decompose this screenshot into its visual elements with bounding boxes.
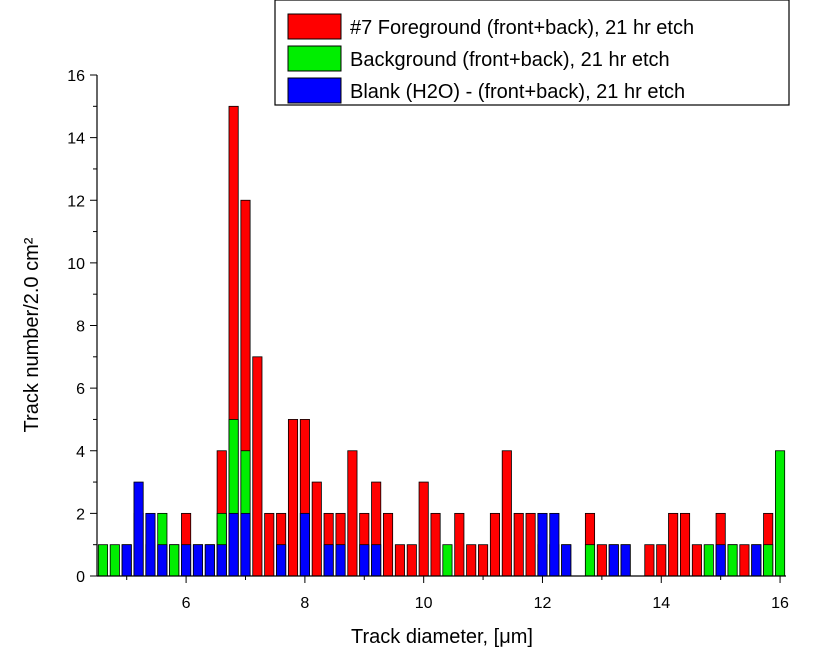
bar-series-2 [323, 544, 334, 577]
bar-series-2 [335, 544, 346, 577]
bar-series-0 [264, 512, 275, 577]
bar-series-0 [525, 512, 536, 577]
bar-series-0 [454, 512, 465, 577]
bar-series-0 [644, 544, 655, 577]
bar-series-1 [727, 544, 738, 577]
bar-series-0 [668, 512, 679, 577]
legend-label-2: Blank (H2O) - (front+back), 21 hr etch [350, 81, 685, 103]
bar-series-2 [359, 544, 370, 577]
bar-series-2 [549, 512, 560, 577]
bar-series-2 [157, 544, 168, 577]
legend: #7 Foreground (front+back), 21 hr etch Ba… [274, 0, 790, 106]
y-tick-label: 4 [76, 444, 85, 461]
bar-series-2 [561, 544, 572, 577]
bar-series-1 [775, 450, 786, 577]
bar-series-2 [228, 512, 239, 577]
bar-series-0 [501, 450, 512, 577]
x-tick-label: 12 [534, 595, 552, 612]
y-tick-label: 8 [76, 319, 85, 336]
bar-series-2 [240, 512, 251, 577]
bar-series-0 [679, 512, 691, 577]
bar-series-2 [216, 544, 227, 577]
bar-series-2 [371, 544, 382, 577]
bar-series-0 [394, 544, 405, 577]
legend-swatch-1 [287, 45, 342, 72]
bar-series-2 [121, 544, 132, 577]
legend-label-1: Background (front+back), 21 hr etch [350, 49, 670, 71]
x-tick-label: 14 [652, 595, 670, 612]
y-tick-label: 10 [67, 256, 85, 273]
bar-series-1 [763, 544, 774, 577]
bar-series-2 [299, 512, 310, 577]
bar-series-0 [739, 544, 750, 577]
bar-series-1 [109, 544, 120, 577]
bar-series-1 [584, 544, 596, 577]
y-axis-title: Track number/2.0 cm² [21, 237, 43, 432]
bar-series-0 [489, 512, 500, 577]
y-tick-label: 6 [76, 381, 85, 398]
axes-layer: 6 8 10 12 14 16 0 2 4 6 8 10 12 14 16 [67, 68, 789, 612]
bar-series-0 [656, 544, 667, 577]
bar-series-2 [181, 544, 192, 577]
y-tick-label: 14 [67, 131, 85, 148]
legend-box [274, 0, 790, 106]
y-tick-label: 0 [76, 569, 85, 586]
bar-series-2 [537, 512, 548, 577]
bar-series-0 [513, 512, 524, 577]
bar-series-0 [691, 544, 702, 577]
bar-series-0 [406, 544, 417, 577]
bar-series-1 [442, 544, 453, 577]
bar-series-2 [145, 512, 156, 577]
bar-series-1 [97, 544, 108, 577]
y-tick-label: 12 [67, 193, 85, 210]
bar-series-0 [383, 512, 394, 577]
bar-series-0 [252, 356, 263, 577]
bar-series-1 [169, 544, 180, 577]
legend-swatch-2 [287, 77, 342, 104]
bar-series-2 [751, 544, 762, 577]
bar-series-0 [347, 450, 358, 577]
bar-series-2 [204, 544, 215, 577]
x-axis-title: Track diameter, [μm] [351, 626, 533, 648]
bar-series-0 [311, 481, 322, 577]
legend-label-0: #7 Foreground (front+back), 21 hr etch [350, 17, 694, 39]
bar-series-2 [715, 544, 726, 577]
x-tick-label: 6 [182, 595, 191, 612]
bar-series-1 [703, 544, 714, 577]
bar-series-2 [276, 544, 287, 577]
bars-layer [97, 105, 786, 577]
bar-series-2 [192, 544, 204, 577]
bar-series-2 [133, 481, 144, 577]
bar-series-2 [608, 544, 619, 577]
bar-series-0 [466, 544, 477, 577]
bar-series-0 [430, 512, 441, 577]
bar-series-0 [596, 544, 607, 577]
bar-series-0 [287, 419, 299, 577]
x-tick-label: 8 [300, 595, 309, 612]
bar-series-0 [418, 481, 429, 577]
bar-series-0 [478, 544, 489, 577]
legend-swatch-0 [287, 13, 342, 40]
y-tick-label: 16 [67, 68, 85, 85]
y-tick-label: 2 [76, 506, 85, 523]
x-tick-label: 10 [415, 595, 433, 612]
bar-series-2 [620, 544, 631, 577]
x-tick-label: 16 [771, 595, 789, 612]
